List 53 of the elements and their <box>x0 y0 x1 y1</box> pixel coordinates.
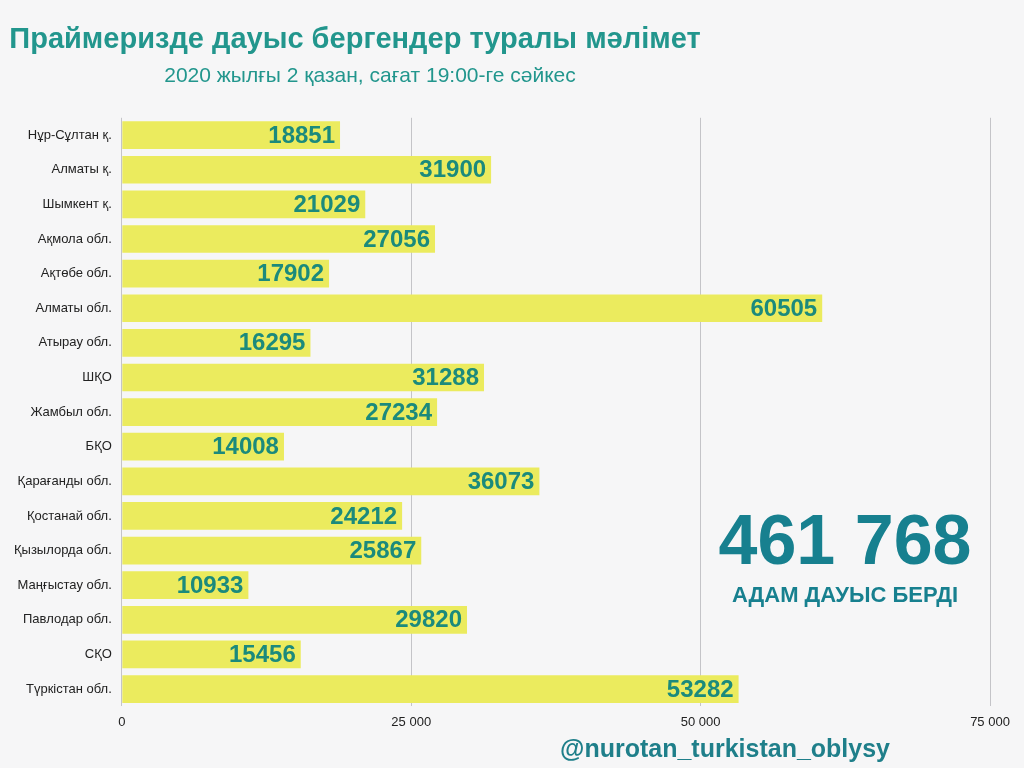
y-tick-label: Алматы қ. <box>51 161 112 177</box>
bar <box>122 675 739 703</box>
data-label: 25867 <box>349 536 417 564</box>
data-label: 27056 <box>363 224 431 252</box>
data-label: 21029 <box>293 189 361 217</box>
data-label: 14008 <box>212 432 279 460</box>
data-label: 16295 <box>238 328 306 356</box>
data-label: 36073 <box>467 466 535 494</box>
bar <box>122 225 436 253</box>
x-tick-label: 75 000 <box>970 713 1010 729</box>
y-tick-label: Қостанай обл. <box>26 507 112 523</box>
annotation: АДАМ ДАУЫС БЕРДІ <box>730 581 960 609</box>
y-tick-label: Ақмола обл. <box>37 230 112 246</box>
y-tick-label: Ақтөбе обл. <box>40 265 112 281</box>
data-label: 17902 <box>257 259 325 287</box>
annotation: 461 768 <box>717 500 973 580</box>
bar <box>122 398 438 426</box>
y-tick-label: Алматы обл. <box>35 299 112 315</box>
data-label: 10933 <box>176 570 244 598</box>
y-tick-label: Нұр-Сұлтан қ. <box>27 126 112 142</box>
data-label: 27234 <box>365 397 433 425</box>
y-tick-label: СҚО <box>84 646 112 662</box>
y-tick-label: Павлодар обл. <box>23 611 112 627</box>
data-label: 31900 <box>419 155 487 183</box>
y-tick-label: Қызылорда обл. <box>13 542 112 558</box>
x-tick-label: 25 000 <box>391 713 432 729</box>
chart-subtitle: 2020 жылғы 2 қазан, сағат 19:00-ге сәйкес <box>163 63 577 87</box>
y-tick-label: Атырау обл. <box>38 334 112 350</box>
y-tick-label: Шымкент қ. <box>42 195 112 211</box>
y-tick-label: БҚО <box>85 438 112 454</box>
data-label: 29820 <box>395 605 463 633</box>
bar <box>122 502 403 530</box>
bar <box>122 294 823 323</box>
data-label: 31288 <box>412 363 480 391</box>
y-tick-label: Қарағанды обл. <box>17 472 112 488</box>
y-tick-label: Маңғыстау обл. <box>17 576 112 592</box>
x-tick-label: 50 000 <box>680 713 721 729</box>
y-tick-label: Түркістан обл. <box>25 680 112 696</box>
data-label: 24212 <box>330 501 398 529</box>
chart-title: Праймеризде дауыс бергендер туралы мәлімет <box>8 22 702 55</box>
bar <box>122 155 492 184</box>
data-label: 60505 <box>750 293 818 321</box>
data-label: 18851 <box>268 120 336 148</box>
y-tick-label: Жамбыл обл. <box>30 403 112 419</box>
bar <box>122 121 341 149</box>
x-tick-label: 0 <box>118 713 126 729</box>
bar <box>122 605 468 634</box>
y-tick-label: ШҚО <box>82 369 112 385</box>
bar <box>122 467 540 496</box>
text: @nurotan_turkistan_oblysy <box>560 734 891 763</box>
data-label: 15456 <box>228 640 296 668</box>
data-label: 53282 <box>666 674 734 702</box>
bar <box>122 363 485 392</box>
